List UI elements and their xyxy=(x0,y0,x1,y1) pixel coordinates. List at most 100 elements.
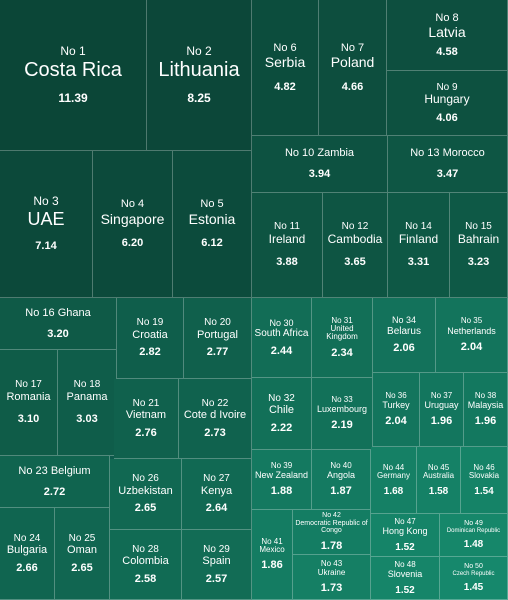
country-label: Costa Rica xyxy=(24,58,122,81)
country-label: Democratic Republic of Congo xyxy=(295,519,368,535)
cell-germany: No 44 Germany 1.68 xyxy=(371,447,417,514)
cell-angola: No 40 Angola 1.87 xyxy=(312,450,371,510)
cell-bulgaria: No 24 Bulgaria 2.66 xyxy=(0,508,55,600)
country-label: South Africa xyxy=(254,328,309,340)
cell-chile: No 32 Chile 2.22 xyxy=(252,378,312,450)
country-label: Panama xyxy=(66,390,108,403)
country-label: Uruguay xyxy=(424,400,459,411)
cell-costa-rica: No 1 Costa Rica 11.39 xyxy=(0,0,147,151)
value-label: 2.65 xyxy=(134,502,157,515)
country-label: United Kingdom xyxy=(326,323,358,342)
country-label: Netherlands xyxy=(447,325,496,336)
value-label: 4.06 xyxy=(436,111,458,124)
rank-label: No 33 xyxy=(331,394,353,404)
country-label: Zambia xyxy=(317,147,355,160)
country-label: Ghana xyxy=(57,306,91,319)
rank-label: No 4 xyxy=(120,198,145,211)
rank-label: No 19 xyxy=(136,317,164,329)
value-label: 1.73 xyxy=(320,581,343,594)
cell-portugal: No 20 Portugal 2.77 xyxy=(184,298,252,379)
country-label: Lithuania xyxy=(158,58,240,81)
rank-label: No 41 xyxy=(261,536,283,546)
country-label: Turkey xyxy=(382,400,410,411)
value-label: 6.12 xyxy=(201,237,223,250)
rank-label: No 37 xyxy=(430,390,453,400)
value-label: 4.58 xyxy=(436,45,458,58)
rank-label: No 43 xyxy=(320,559,343,569)
country-label: Germany xyxy=(377,471,410,481)
country-label: Finland xyxy=(398,231,439,246)
value-label: 3.03 xyxy=(76,413,98,426)
value-label: 3.31 xyxy=(407,256,430,269)
rank-label: No 28 xyxy=(132,543,159,555)
country-label: Hong Kong xyxy=(382,526,428,537)
country-label: Slovakia xyxy=(468,471,500,481)
rank-label: No 26 xyxy=(132,473,159,485)
country-label: Serbia xyxy=(264,54,306,71)
country-label: Hungary xyxy=(424,92,470,107)
rank-label: No 5 xyxy=(200,198,224,211)
value-label: 2.57 xyxy=(205,572,228,585)
rank-label: No 36 xyxy=(385,390,407,400)
cell-ghana: No 16 Ghana 3.20 xyxy=(0,298,117,350)
rank-label: No 7 xyxy=(340,41,365,54)
rank-label: No 42 xyxy=(322,511,341,519)
rank-label: No 1 xyxy=(60,43,86,58)
rank-label: No 38 xyxy=(474,390,497,400)
cell-mexico: No 41 Mexico 1.86 xyxy=(252,510,293,600)
rank-label: No 17 xyxy=(15,379,42,391)
cell-lithuania: No 2 Lithuania 8.25 xyxy=(147,0,252,151)
cell-cambodia: No 12 Cambodia 3.65 xyxy=(323,193,388,298)
cell-title-line: No 13 Morocco xyxy=(410,147,485,160)
rank-label: No 11 xyxy=(274,221,300,233)
country-label: Colombia xyxy=(122,555,169,568)
value-label: 1.58 xyxy=(428,485,449,497)
rank-label: No 23 xyxy=(18,464,48,477)
rank-label: No 16 xyxy=(25,306,55,319)
value-label: 1.52 xyxy=(395,541,415,553)
country-label: Vietnam xyxy=(125,409,167,422)
country-label: UAE xyxy=(27,209,65,230)
rank-label: No 29 xyxy=(203,543,230,555)
country-label: Czech Republic xyxy=(452,570,495,577)
cell-serbia: No 6 Serbia 4.82 xyxy=(252,0,319,136)
country-label: Croatia xyxy=(132,328,168,341)
value-label: 2.06 xyxy=(393,342,415,355)
value-label: 2.58 xyxy=(134,572,157,585)
country-label: Morocco xyxy=(442,147,485,160)
value-label: 1.54 xyxy=(474,485,494,497)
value-label: 2.64 xyxy=(205,502,228,515)
cell-morocco: No 13 Morocco 3.47 xyxy=(388,136,508,193)
cell-spain: No 29 Spain 2.57 xyxy=(182,530,252,600)
cell-singapore: No 4 Singapore 6.20 xyxy=(93,151,173,298)
cell-oman: No 25 Oman 2.65 xyxy=(55,508,110,600)
value-label: 1.96 xyxy=(430,415,453,428)
country-label: Slovenia xyxy=(387,569,423,580)
rank-label: No 46 xyxy=(473,462,495,472)
cell-uae: No 3 UAE 7.14 xyxy=(0,151,93,298)
country-label: Cambodia xyxy=(327,231,383,246)
value-label: 7.14 xyxy=(35,239,57,252)
country-label: New Zealand xyxy=(254,470,309,481)
value-label: 1.68 xyxy=(383,485,404,497)
rank-label: No 48 xyxy=(394,559,416,569)
cell-ireland: No 11 Ireland 3.88 xyxy=(252,193,323,298)
country-label: Latvia xyxy=(428,24,466,41)
value-label: 3.23 xyxy=(467,256,490,269)
cell-croatia: No 19 Croatia 2.82 xyxy=(117,298,184,379)
rank-label: No 12 xyxy=(341,221,369,233)
value-label: 2.04 xyxy=(385,415,407,428)
cell-slovakia: No 46 Slovakia 1.54 xyxy=(461,447,508,514)
country-label: Oman xyxy=(67,544,97,557)
country-label: Dominican Republic xyxy=(446,527,501,534)
value-label: 2.19 xyxy=(331,419,353,432)
value-label: 2.77 xyxy=(206,346,229,359)
country-label: Belgium xyxy=(50,464,91,477)
country-label: Chile xyxy=(268,404,295,417)
rank-label: No 10 xyxy=(284,147,315,160)
cell-belgium: No 23 Belgium 2.72 xyxy=(0,456,110,508)
rank-label: No 9 xyxy=(436,81,458,93)
value-label: 1.45 xyxy=(463,581,484,593)
value-label: 1.88 xyxy=(270,485,293,498)
